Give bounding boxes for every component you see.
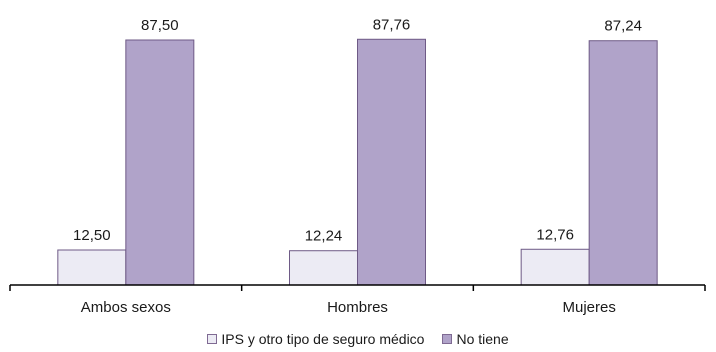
legend-swatch-series-1 (207, 334, 218, 344)
legend-label-series-2: No tiene (456, 331, 509, 347)
x-axis (9, 284, 706, 291)
bar-labels-group: 12,50 87,50 12,24 87,76 12,76 87,24 (73, 16, 642, 244)
data-label-1-1: 12,50 (73, 227, 111, 244)
bar-1-3 (520, 248, 590, 286)
x-tick-labels-group: Ambos sexos Hombres Mujeres (81, 299, 616, 316)
bar-chart: 12,50 87,50 12,24 87,76 12,76 87,24 Ambos sex… (9, 16, 706, 316)
x-tick-label-3: Mujeres (562, 299, 615, 316)
bar-1-2 (289, 250, 358, 286)
bars-group (57, 38, 658, 286)
bar-2-1 (125, 39, 195, 286)
legend-label-series-1: IPS y otro tipo de seguro médico (221, 331, 425, 347)
legend-swatch-series-2 (442, 334, 453, 344)
bar-2-2 (357, 38, 426, 286)
data-label-2-1: 87,50 (141, 17, 179, 34)
legend-item-series-2: No tiene (442, 331, 509, 347)
data-label-2-3: 87,24 (604, 18, 642, 35)
bar-2-3 (588, 40, 658, 286)
x-tick-label-2: Hombres (327, 299, 388, 316)
data-label-1-3: 12,76 (536, 226, 574, 243)
x-tick-label-1: Ambos sexos (81, 299, 171, 316)
bar-1-1 (57, 249, 127, 286)
legend-item-series-1: IPS y otro tipo de seguro médico (207, 331, 424, 347)
data-label-2-2: 87,76 (373, 16, 411, 33)
data-label-1-2: 12,24 (305, 228, 343, 245)
legend: IPS y otro tipo de seguro médico No tien… (0, 331, 716, 347)
